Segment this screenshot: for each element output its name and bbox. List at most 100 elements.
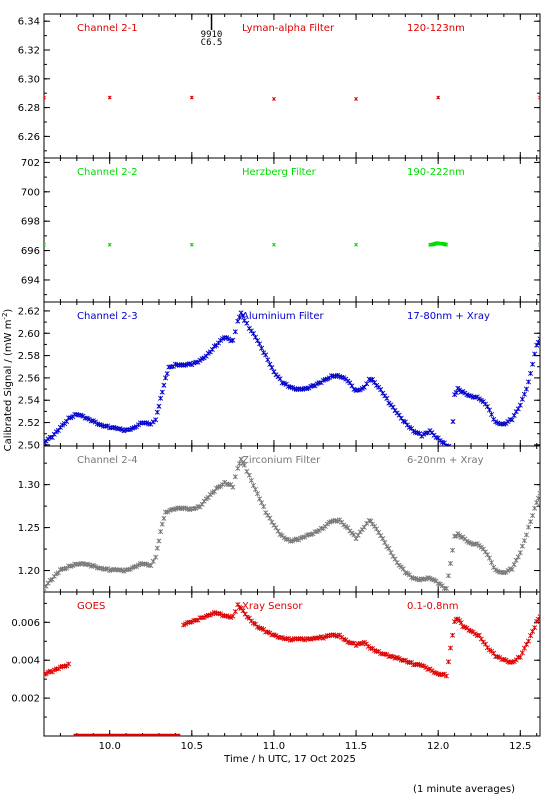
data-point [361, 384, 367, 390]
data-point [523, 532, 529, 538]
data-point [235, 318, 241, 324]
data-point [441, 440, 447, 446]
data-point [159, 521, 165, 527]
data-point [450, 547, 456, 553]
data-point [153, 417, 159, 423]
data-point [232, 474, 238, 480]
data-point [156, 538, 162, 544]
panel-channel-label: Channel 2-3 [77, 311, 138, 322]
data-point [163, 375, 169, 381]
data-point [517, 654, 523, 660]
data-point [447, 560, 454, 566]
data-point [267, 515, 273, 521]
y-tick-label: 6.28 [18, 103, 40, 114]
panel-channel-label: Channel 2-2 [77, 167, 138, 178]
panel-band-label: 6-20nm + Xray [407, 455, 484, 466]
data-point [480, 546, 486, 552]
data-point [521, 538, 527, 544]
data-point [240, 313, 246, 319]
panel-band-label: 190-222nm [407, 167, 465, 178]
data-point [153, 554, 159, 560]
data-point [154, 545, 160, 551]
data-point [489, 560, 495, 566]
data-point [535, 495, 540, 501]
data-point [378, 533, 384, 539]
data-point [272, 97, 276, 101]
data-point [257, 341, 263, 347]
x-tick-label: 11.5 [345, 741, 367, 752]
panel-frame [43, 301, 541, 447]
y-tick-label: 2.60 [18, 329, 40, 340]
data-point [450, 419, 456, 425]
data-point [450, 632, 456, 638]
data-point [489, 411, 495, 418]
data-point [476, 632, 482, 638]
data-point [386, 545, 392, 551]
data-point [443, 673, 449, 679]
y-tick-label: 2.54 [18, 396, 40, 407]
data-point [515, 554, 521, 560]
data-point [164, 371, 170, 377]
data-point [250, 482, 256, 489]
data-point [44, 242, 46, 247]
data-point [530, 513, 536, 519]
data-point [532, 625, 538, 631]
data-point [230, 613, 236, 619]
panel-1: 6.26 6.28 6.30 6.32 6.34 Channel 2-1 Lyman-alp… [18, 13, 541, 159]
y-tick-label: 1.30 [18, 480, 40, 491]
y-tick-label: 6.34 [18, 17, 40, 28]
data-point [45, 580, 51, 586]
data-point [528, 519, 534, 525]
data-point [265, 357, 271, 363]
data-point [530, 361, 536, 367]
data-point [521, 645, 527, 651]
data-point [238, 456, 244, 462]
data-point [257, 496, 263, 502]
data-point [44, 95, 46, 100]
data-point [252, 486, 258, 492]
panel-filter-label: Aluminium Filter [242, 311, 325, 322]
data-point [351, 532, 357, 538]
panel-5: 0.002 0.004 0.006 GOES Xray Sensor 0.1-0.8nm 1… [11, 591, 541, 752]
y-tick-label: 1.25 [18, 523, 40, 534]
data-point [252, 621, 258, 627]
data-point [380, 536, 386, 542]
data-point [269, 365, 275, 371]
data-point [482, 549, 488, 555]
panel-frame [43, 591, 541, 737]
data-point [205, 494, 211, 501]
data-point [263, 352, 269, 358]
data-point [150, 558, 156, 564]
data-point [148, 563, 154, 569]
chart-panels: 6.26 6.28 6.30 6.32 6.34 Channel 2-1 Lyman-alp… [11, 13, 541, 752]
y-axis-label: Calibrated Signal / (mW m-2) [1, 309, 14, 452]
y-tick-label: 2.58 [18, 351, 40, 362]
x-tick-label: 10.0 [99, 741, 121, 752]
data-point [528, 370, 534, 376]
data-point [517, 550, 523, 556]
data-point [513, 409, 519, 415]
data-point [159, 389, 165, 395]
data-point [244, 320, 250, 326]
data-point [538, 95, 540, 100]
data-point [532, 351, 538, 357]
data-point [236, 314, 242, 320]
panel-channel-label: GOES [77, 601, 105, 612]
panel-band-label: 17-80nm + Xray [407, 311, 490, 322]
data-point [259, 500, 265, 506]
data-point [443, 586, 449, 592]
data-point [241, 462, 247, 468]
data-point [511, 562, 517, 568]
data-point [158, 529, 164, 535]
y-tick-label: 0.006 [11, 618, 40, 629]
y-tick-label: 698 [21, 217, 40, 228]
x-tick-label: 12.0 [427, 741, 449, 752]
data-point [242, 611, 248, 617]
data-point [265, 512, 271, 518]
data-point [361, 524, 367, 530]
data-point [519, 650, 525, 656]
data-point [528, 633, 534, 639]
y-tick-label: 0.004 [11, 656, 40, 667]
panel-filter-label: Xray Sensor [242, 601, 303, 612]
